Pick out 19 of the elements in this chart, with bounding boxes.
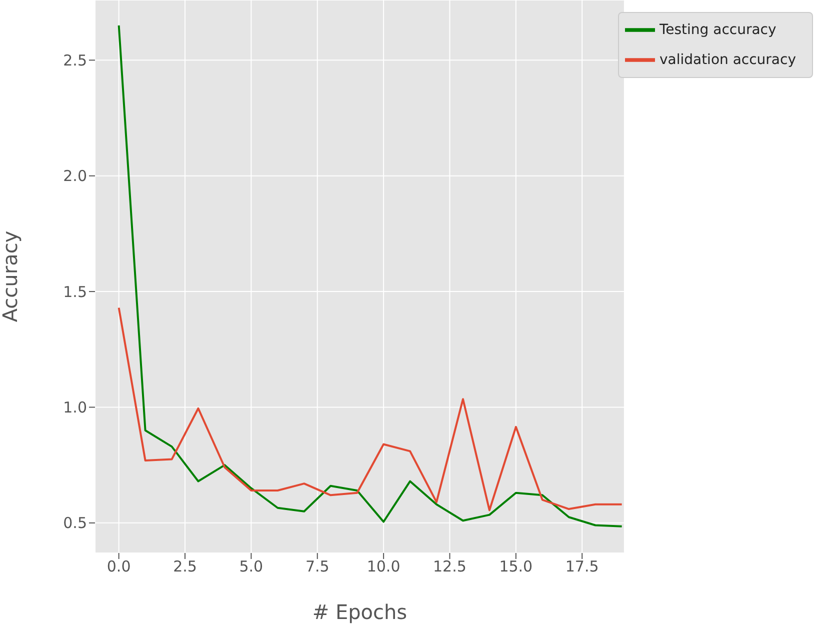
y-tick-label: 2.0: [63, 167, 87, 186]
x-tick-label: 7.5: [305, 558, 330, 576]
line-series: [118, 24, 623, 528]
x-tick-label: 2.5: [173, 558, 197, 576]
legend-label: validation accuracy: [659, 52, 796, 68]
y-tick-label: 1.5: [63, 282, 87, 301]
x-tick-label: 15.0: [499, 558, 533, 576]
x-tick-label: 10.0: [366, 558, 400, 576]
legend-label: Testing accuracy: [659, 22, 776, 38]
x-tick-label: 5.0: [239, 558, 264, 576]
line-series: [118, 306, 623, 512]
x-tick-label: 0.0: [106, 558, 131, 576]
x-axis-title: # Epochs: [312, 600, 408, 624]
x-tick-label: 12.5: [433, 558, 466, 576]
y-tick-label: 1.0: [63, 398, 87, 417]
x-tick-label: 17.5: [565, 558, 599, 576]
y-tick-label: 2.5: [63, 51, 87, 70]
y-axis-title: Accuracy: [0, 230, 22, 322]
y-tick-label: 0.5: [63, 514, 87, 532]
